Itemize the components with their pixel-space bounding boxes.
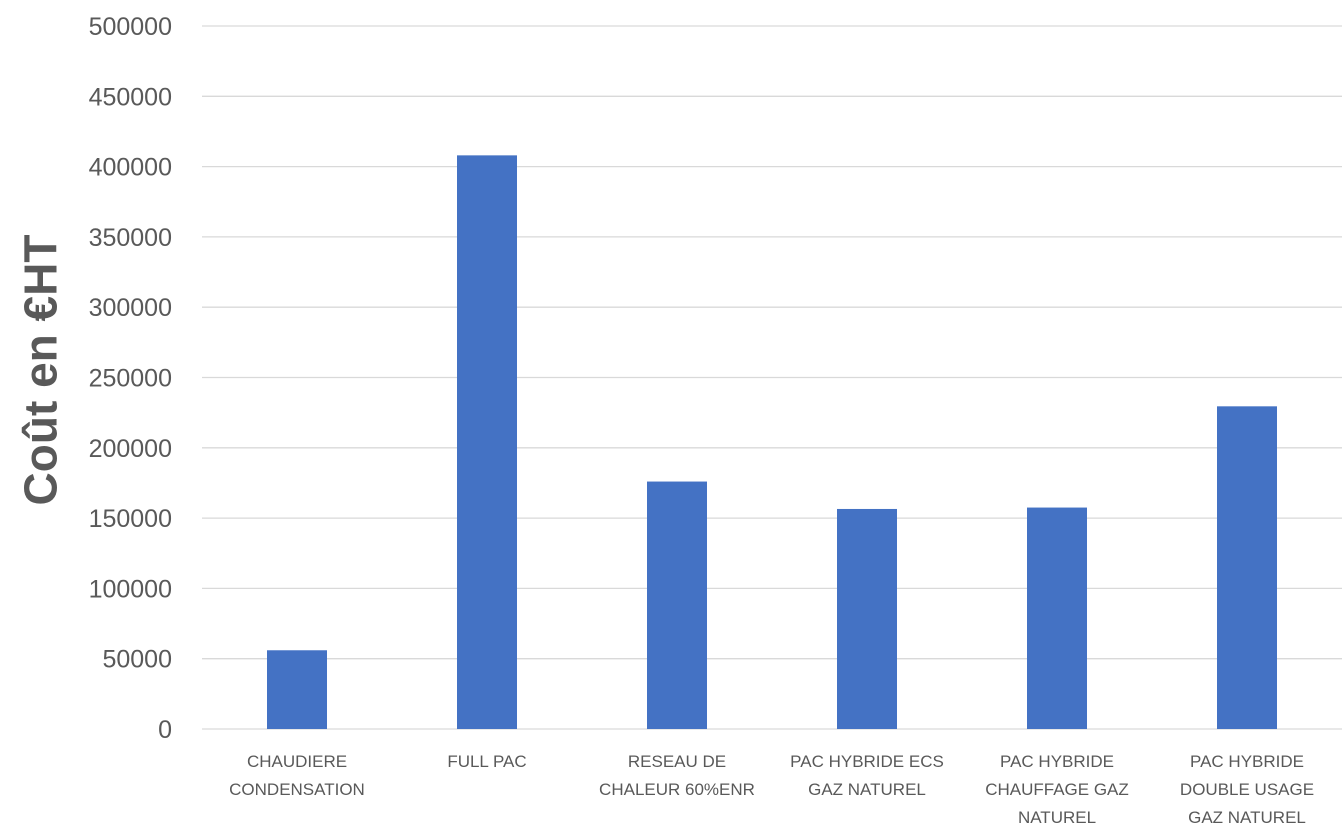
x-tick-label: GAZ NATUREL — [808, 780, 926, 799]
x-tick-label: FULL PAC — [447, 752, 526, 771]
y-tick-label: 50000 — [102, 646, 172, 674]
y-tick-label: 100000 — [89, 575, 172, 603]
x-tick-label: CHAUDIERE — [247, 752, 347, 771]
x-tick-label: DOUBLE USAGE — [1180, 780, 1314, 799]
x-tick-label: CONDENSATION — [229, 780, 365, 799]
x-tick-label: RESEAU DE — [628, 752, 726, 771]
x-tick-label: PAC HYBRIDE — [1190, 752, 1304, 771]
y-tick-label: 300000 — [89, 294, 172, 322]
x-tick-label: GAZ NATUREL — [1188, 808, 1306, 827]
y-tick-label: 150000 — [89, 505, 172, 533]
bar — [1217, 406, 1277, 729]
y-tick-label: 0 — [158, 716, 172, 744]
y-tick-label: 500000 — [89, 13, 172, 41]
x-tick-label: PAC HYBRIDE ECS — [790, 752, 944, 771]
y-tick-label: 200000 — [89, 435, 172, 463]
x-tick-label: CHAUFFAGE GAZ — [985, 780, 1129, 799]
x-tick-label: PAC HYBRIDE — [1000, 752, 1114, 771]
x-tick-label: NATUREL — [1018, 808, 1096, 827]
y-tick-label: 350000 — [89, 224, 172, 252]
bar — [457, 155, 517, 730]
bar — [647, 481, 707, 729]
bar — [267, 650, 327, 729]
bar — [837, 508, 897, 729]
y-tick-label: 400000 — [89, 154, 172, 182]
bar — [1027, 507, 1087, 729]
x-tick-label: CHALEUR 60%ENR — [599, 780, 755, 799]
y-tick-label: 250000 — [89, 365, 172, 393]
y-tick-label: 450000 — [89, 83, 172, 111]
